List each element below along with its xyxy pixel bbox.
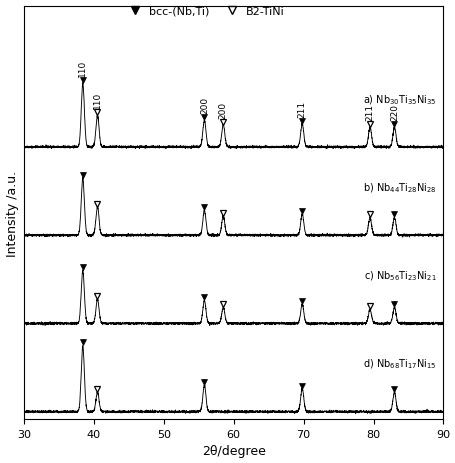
Text: 220: 220 [389,104,398,121]
Text: 200: 200 [199,97,208,114]
Text: 110: 110 [78,60,87,77]
Legend: bcc-(Nb,Ti), B2-TiNi: bcc-(Nb,Ti), B2-TiNi [121,5,287,19]
Text: b) Nb$_{44}$Ti$_{28}$Ni$_{28}$: b) Nb$_{44}$Ti$_{28}$Ni$_{28}$ [362,181,435,194]
X-axis label: 2θ/degree: 2θ/degree [202,444,265,457]
Text: d) Nb$_{68}$Ti$_{17}$Ni$_{15}$: d) Nb$_{68}$Ti$_{17}$Ni$_{15}$ [362,357,435,370]
Text: 211: 211 [297,100,306,118]
Text: 110: 110 [93,92,102,109]
Text: c) Nb$_{56}$Ti$_{23}$Ni$_{21}$: c) Nb$_{56}$Ti$_{23}$Ni$_{21}$ [363,269,435,282]
Text: 211: 211 [365,104,374,121]
Text: 200: 200 [218,101,227,119]
Y-axis label: Intensity /a.u.: Intensity /a.u. [5,170,19,256]
Text: a) Nb$_{30}$Ti$_{35}$Ni$_{35}$: a) Nb$_{30}$Ti$_{35}$Ni$_{35}$ [362,93,435,106]
